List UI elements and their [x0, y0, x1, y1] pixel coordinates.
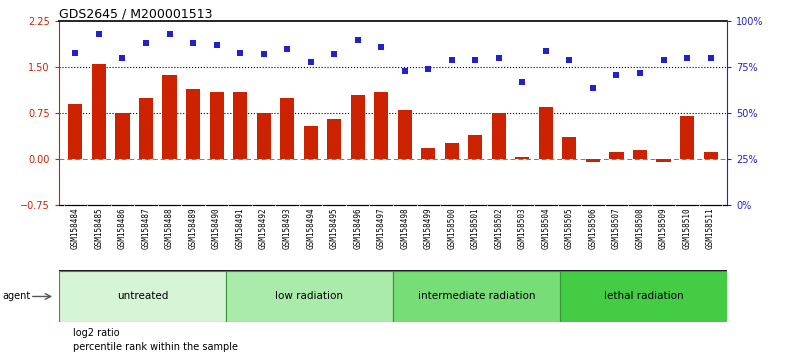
Point [422, 66, 435, 72]
Point [681, 55, 693, 61]
Point [233, 50, 246, 55]
Text: GDS2645 / M200001513: GDS2645 / M200001513 [59, 7, 212, 20]
Bar [445, 143, 459, 159]
Bar [233, 92, 247, 159]
Text: GSM158489: GSM158489 [189, 207, 197, 249]
Bar [256, 113, 270, 159]
Text: GSM158488: GSM158488 [165, 207, 174, 249]
Point [493, 55, 505, 61]
Point [516, 79, 529, 85]
Text: GSM158505: GSM158505 [565, 207, 574, 249]
Bar [280, 98, 294, 159]
Point [163, 31, 176, 37]
Text: GSM158499: GSM158499 [424, 207, 433, 249]
Bar [421, 148, 435, 159]
Bar [609, 152, 623, 159]
Point [657, 57, 670, 63]
Bar [327, 119, 341, 159]
Bar [539, 107, 553, 159]
Text: GSM158491: GSM158491 [236, 207, 244, 249]
Text: GSM158502: GSM158502 [494, 207, 503, 249]
Text: GSM158484: GSM158484 [71, 207, 80, 249]
Bar [468, 135, 483, 159]
Bar [163, 75, 177, 159]
Point [281, 46, 293, 52]
Text: GSM158497: GSM158497 [376, 207, 386, 249]
Text: GSM158509: GSM158509 [659, 207, 668, 249]
Bar [492, 113, 506, 159]
Bar [656, 159, 670, 162]
Text: GSM158507: GSM158507 [612, 207, 621, 249]
Text: GSM158486: GSM158486 [118, 207, 127, 249]
Bar [562, 137, 576, 159]
Text: GSM158506: GSM158506 [589, 207, 597, 249]
Point [69, 50, 82, 55]
Text: GSM158495: GSM158495 [329, 207, 339, 249]
Point [116, 55, 129, 61]
Point [328, 52, 340, 57]
Text: GSM158501: GSM158501 [471, 207, 479, 249]
Point [634, 70, 646, 76]
Bar [303, 126, 318, 159]
Bar [92, 64, 106, 159]
Text: GSM158493: GSM158493 [283, 207, 292, 249]
Bar [680, 116, 694, 159]
Bar [398, 110, 412, 159]
Text: GSM158492: GSM158492 [259, 207, 268, 249]
Text: GSM158510: GSM158510 [682, 207, 692, 249]
Point [610, 72, 623, 78]
Text: GSM158500: GSM158500 [447, 207, 457, 249]
Text: agent: agent [2, 291, 31, 302]
Text: GSM158490: GSM158490 [212, 207, 221, 249]
Bar [703, 152, 718, 159]
Bar [59, 271, 226, 322]
Text: GSM158487: GSM158487 [141, 207, 150, 249]
Text: low radiation: low radiation [275, 291, 343, 302]
Point [469, 57, 482, 63]
Text: percentile rank within the sample: percentile rank within the sample [73, 342, 238, 352]
Point [563, 57, 575, 63]
Text: intermediate radiation: intermediate radiation [418, 291, 535, 302]
Text: GSM158511: GSM158511 [706, 207, 715, 249]
Point [140, 40, 152, 46]
Text: GSM158485: GSM158485 [94, 207, 104, 249]
Text: GSM158496: GSM158496 [353, 207, 362, 249]
Bar [560, 271, 727, 322]
Bar [393, 271, 560, 322]
Point [540, 48, 553, 53]
Bar [186, 89, 200, 159]
Point [187, 40, 200, 46]
Point [93, 31, 105, 37]
Point [399, 68, 411, 74]
Text: untreated: untreated [117, 291, 168, 302]
Point [351, 37, 364, 42]
Bar [116, 113, 130, 159]
Point [375, 44, 387, 50]
Point [304, 59, 317, 64]
Point [446, 57, 458, 63]
Point [257, 52, 270, 57]
Bar [226, 271, 393, 322]
Text: GSM158498: GSM158498 [400, 207, 410, 249]
Bar [586, 159, 600, 162]
Text: GSM158503: GSM158503 [518, 207, 527, 249]
Bar [516, 157, 530, 159]
Text: log2 ratio: log2 ratio [73, 329, 119, 338]
Bar [210, 92, 224, 159]
Bar [139, 98, 153, 159]
Point [211, 42, 223, 48]
Point [586, 85, 599, 90]
Bar [351, 95, 365, 159]
Text: GSM158494: GSM158494 [307, 207, 315, 249]
Bar [633, 150, 647, 159]
Bar [68, 104, 83, 159]
Bar [374, 92, 388, 159]
Text: GSM158508: GSM158508 [636, 207, 645, 249]
Point [704, 55, 717, 61]
Text: GSM158504: GSM158504 [542, 207, 550, 249]
Text: lethal radiation: lethal radiation [604, 291, 683, 302]
